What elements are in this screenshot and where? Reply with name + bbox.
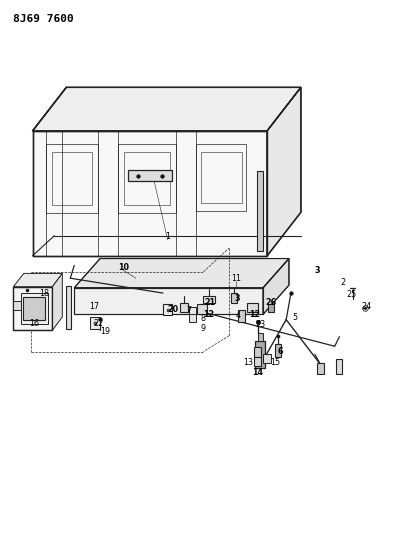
Text: 10: 10 <box>118 263 128 272</box>
Polygon shape <box>21 293 47 324</box>
Text: 15: 15 <box>270 358 280 367</box>
Polygon shape <box>263 259 289 314</box>
Polygon shape <box>74 288 263 314</box>
Polygon shape <box>128 169 172 181</box>
Text: 24: 24 <box>361 302 371 311</box>
Text: 18: 18 <box>39 288 49 297</box>
Polygon shape <box>90 317 100 329</box>
Polygon shape <box>180 303 188 312</box>
Text: 9: 9 <box>201 324 206 333</box>
Polygon shape <box>74 259 289 288</box>
Polygon shape <box>255 341 265 368</box>
Text: 8J69 7600: 8J69 7600 <box>13 14 73 24</box>
Text: 13: 13 <box>243 358 253 367</box>
Text: 14: 14 <box>252 368 263 377</box>
Text: 23: 23 <box>256 320 266 329</box>
Polygon shape <box>14 273 62 287</box>
Polygon shape <box>197 304 207 314</box>
Text: 16: 16 <box>29 319 39 328</box>
Text: 25: 25 <box>346 289 357 298</box>
Text: 12: 12 <box>203 310 215 319</box>
Text: 7: 7 <box>186 305 192 314</box>
Text: 6: 6 <box>277 347 283 356</box>
Polygon shape <box>257 171 263 251</box>
Polygon shape <box>203 296 215 303</box>
Polygon shape <box>317 364 324 374</box>
Text: 3: 3 <box>235 294 241 303</box>
Text: 17: 17 <box>89 302 99 311</box>
Polygon shape <box>267 87 301 256</box>
Text: 26: 26 <box>265 298 277 307</box>
Polygon shape <box>275 344 280 357</box>
Polygon shape <box>254 348 261 357</box>
Polygon shape <box>189 314 196 322</box>
Text: 11: 11 <box>231 274 241 283</box>
Polygon shape <box>32 87 301 131</box>
Text: 21: 21 <box>204 298 215 307</box>
Polygon shape <box>14 287 52 330</box>
Polygon shape <box>263 354 271 364</box>
Polygon shape <box>52 273 62 330</box>
Polygon shape <box>23 297 45 320</box>
Text: 5: 5 <box>292 313 298 322</box>
Text: 12: 12 <box>250 310 261 319</box>
Text: 4: 4 <box>236 311 241 320</box>
Text: 8: 8 <box>201 313 206 322</box>
Text: 1: 1 <box>165 232 170 241</box>
Polygon shape <box>189 307 196 314</box>
Text: 20: 20 <box>167 304 178 313</box>
Text: 22: 22 <box>93 319 104 328</box>
Polygon shape <box>247 303 258 312</box>
Polygon shape <box>163 304 172 316</box>
Polygon shape <box>231 293 237 303</box>
Text: 2: 2 <box>341 278 346 287</box>
Polygon shape <box>336 359 342 374</box>
Polygon shape <box>238 310 245 322</box>
Text: 19: 19 <box>101 327 111 336</box>
Polygon shape <box>14 301 22 310</box>
Text: 3: 3 <box>314 266 320 275</box>
Polygon shape <box>65 286 71 329</box>
Polygon shape <box>32 131 267 256</box>
Polygon shape <box>258 333 263 341</box>
Polygon shape <box>254 357 261 367</box>
Polygon shape <box>268 304 274 312</box>
